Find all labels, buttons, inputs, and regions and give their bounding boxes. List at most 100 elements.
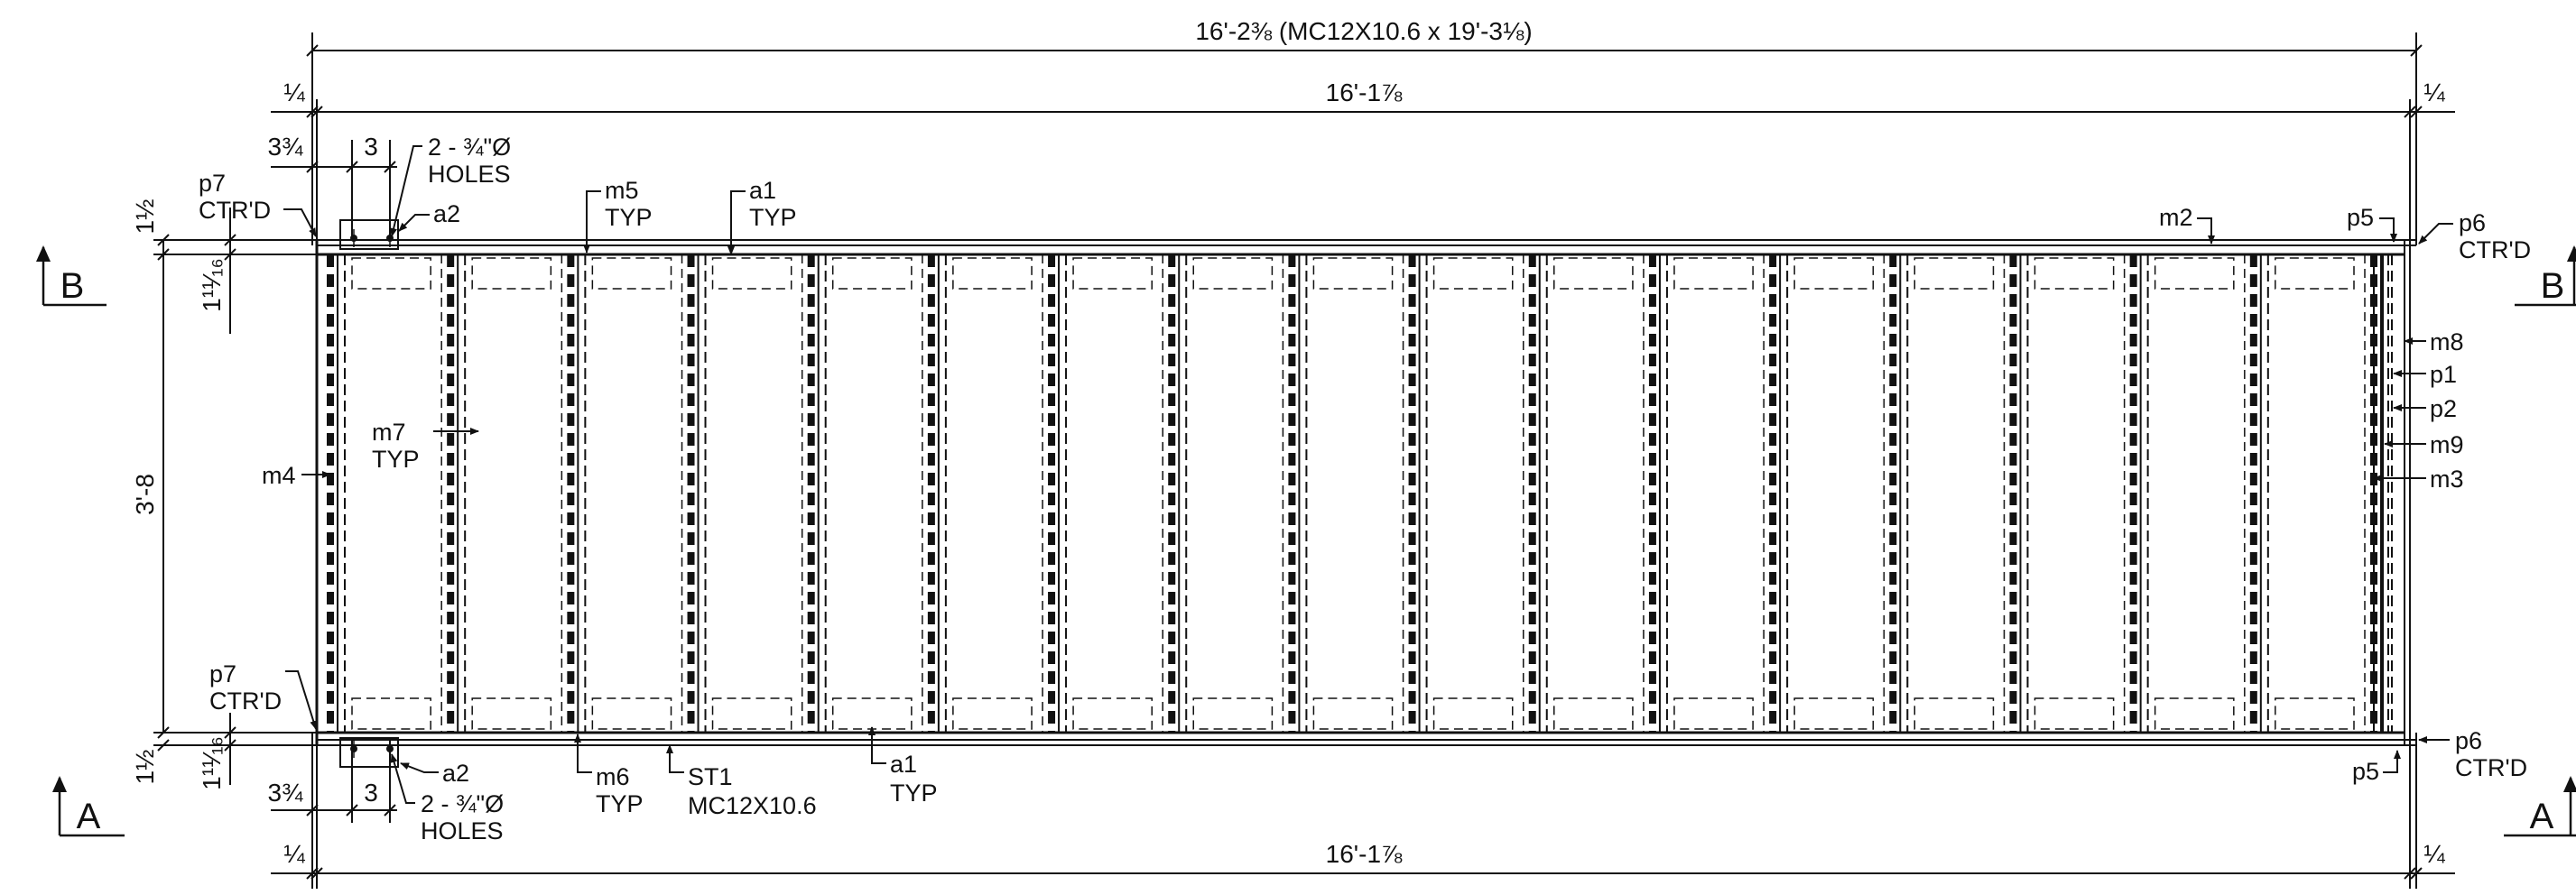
top-right-quarter-text: ¼ [2423, 78, 2445, 106]
tread-outline-bottom [591, 697, 672, 730]
tread-outline-top [1913, 257, 1995, 290]
bottom-one-half-dim: 1½ [131, 750, 159, 785]
callout-p5-bottom: p5 [2352, 750, 2401, 785]
tread-outline-bottom [1432, 697, 1514, 730]
svg-text:TYP: TYP [749, 204, 797, 231]
svg-text:MC12X10.6: MC12X10.6 [688, 792, 817, 819]
section-b-right-label: B [2541, 266, 2565, 306]
callout-p5-top: p5 [2347, 204, 2397, 243]
top-one-half-dim: 1½ [131, 199, 159, 235]
section-b-left-label: B [60, 266, 85, 306]
svg-text:TYP: TYP [605, 204, 653, 231]
bottom-inner-dimension-text: 16'-1⅞ [1326, 840, 1403, 868]
svg-text:p6: p6 [2455, 727, 2482, 754]
connection-plates [339, 219, 399, 768]
tread-stiffener [922, 254, 947, 733]
callout-st1: ST1 MC12X10.6 [666, 744, 817, 819]
top-inner-dimension-text: 16'-1⅞ [1326, 78, 1403, 106]
bottom-one-eleven-sixteenth-dim: 1¹¹⁄₁₆ [198, 736, 226, 790]
svg-text:a1: a1 [890, 751, 917, 778]
overall-dimension-text: 16'-2⅜ (MC12X10.6 x 19'-3⅛) [1195, 17, 1532, 45]
svg-text:p6: p6 [2459, 209, 2486, 236]
tread-outline-bottom [1072, 697, 1153, 730]
callout-m7: m7 TYP [372, 419, 479, 473]
svg-text:TYP: TYP [596, 790, 644, 817]
tread-stiffener [2244, 254, 2269, 733]
svg-text:m4: m4 [262, 462, 296, 489]
tread-stiffener [1523, 254, 1548, 733]
tread-stiffener [2364, 254, 2389, 733]
left-vertical-dimensions: 1½ 1¹¹⁄₁₆ 3'-8 1½ 1¹¹⁄₁₆ [131, 199, 325, 790]
callout-a1-bottom: a1 TYP [868, 726, 938, 807]
callout-a2-bottom: a2 [400, 760, 469, 787]
svg-text:m3: m3 [2430, 466, 2464, 493]
callout-p7-top: p7 CTR'D [199, 170, 317, 237]
svg-text:CTR'D: CTR'D [199, 197, 271, 224]
tread-outline-bottom [1673, 697, 1754, 730]
tread-outline-top [1432, 257, 1514, 290]
tread-outline-top [1553, 257, 1634, 290]
tread-outline-bottom [952, 697, 1033, 730]
tread-outline-bottom [471, 697, 552, 730]
tread-stiffener [2123, 254, 2149, 733]
tread-outline-top [952, 257, 1033, 290]
tread-outline-bottom [1553, 697, 1634, 730]
svg-text:CTR'D: CTR'D [209, 687, 282, 715]
callout-p7-bottom: p7 CTR'D [209, 660, 318, 730]
tread-outline-bottom [2034, 697, 2115, 730]
tread-outline-top [1673, 257, 1754, 290]
tread-outline-bottom [1913, 697, 1995, 730]
tread-stiffener [1402, 254, 1428, 733]
callout-a1-top: a1 TYP [727, 177, 797, 255]
tread-stiffener [1763, 254, 1789, 733]
bottom-hole-edge-dim: 3¾ [268, 779, 304, 807]
svg-text:p1: p1 [2430, 361, 2457, 388]
svg-text:2 - ¾"Ø: 2 - ¾"Ø [421, 790, 504, 817]
tread-outline-bottom [1312, 697, 1394, 730]
svg-text:m5: m5 [605, 177, 639, 204]
svg-text:p5: p5 [2352, 758, 2379, 785]
callout-m6: m6 TYP [574, 734, 644, 817]
tread-outline-top [591, 257, 672, 290]
tread-outline-top [351, 257, 431, 290]
svg-text:ST1: ST1 [688, 763, 733, 790]
svg-text:p7: p7 [209, 660, 236, 687]
tread-outline-top [2034, 257, 2115, 290]
section-marker-a-right: A [2504, 776, 2576, 837]
callout-p6-bottom: p6 CTR'D [2418, 727, 2527, 781]
tread-outline-top [1072, 257, 1153, 290]
svg-text:m6: m6 [596, 763, 630, 790]
svg-text:a2: a2 [442, 760, 469, 787]
tread-stiffener [440, 254, 467, 733]
top-inner-dimension: 16'-1⅞ ¼ ¼ [271, 78, 2455, 245]
svg-text:TYP: TYP [890, 780, 938, 807]
svg-text:HOLES: HOLES [428, 161, 511, 188]
bottom-hole-dimensions: 3¾ 3 [268, 738, 397, 823]
svg-text:m7: m7 [372, 419, 406, 446]
tread-stiffener [1042, 254, 1068, 733]
top-hole-spacing-dim: 3 [364, 133, 378, 161]
svg-text:HOLES: HOLES [421, 817, 504, 844]
tread-outline-top [471, 257, 552, 290]
tread-outline-top [831, 257, 913, 290]
svg-text:m8: m8 [2430, 328, 2464, 355]
svg-text:CTR'D: CTR'D [2455, 754, 2527, 781]
tread-stiffener [2003, 254, 2029, 733]
svg-text:p2: p2 [2430, 395, 2457, 422]
tread-stiffener [801, 254, 827, 733]
section-marker-a-left: A [52, 776, 125, 837]
callout-m4: m4 [262, 462, 331, 489]
tread-outline-bottom [1793, 697, 1875, 730]
callout-p6-top: p6 CTR'D [2418, 209, 2531, 263]
bottom-hole-spacing-dim: 3 [364, 779, 378, 807]
callout-m3: m3 [2373, 466, 2464, 493]
right-end-details [2373, 240, 2411, 745]
top-left-quarter-text: ¼ [283, 78, 305, 106]
tread-outline-top [1192, 257, 1274, 290]
section-a-right-label: A [2530, 797, 2554, 836]
height-dim: 3'-8 [131, 474, 159, 515]
callout-holes-top: 2 - ¾"Ø HOLES [390, 134, 511, 237]
svg-text:CTR'D: CTR'D [2459, 236, 2531, 263]
tread-stiffener [327, 254, 346, 733]
